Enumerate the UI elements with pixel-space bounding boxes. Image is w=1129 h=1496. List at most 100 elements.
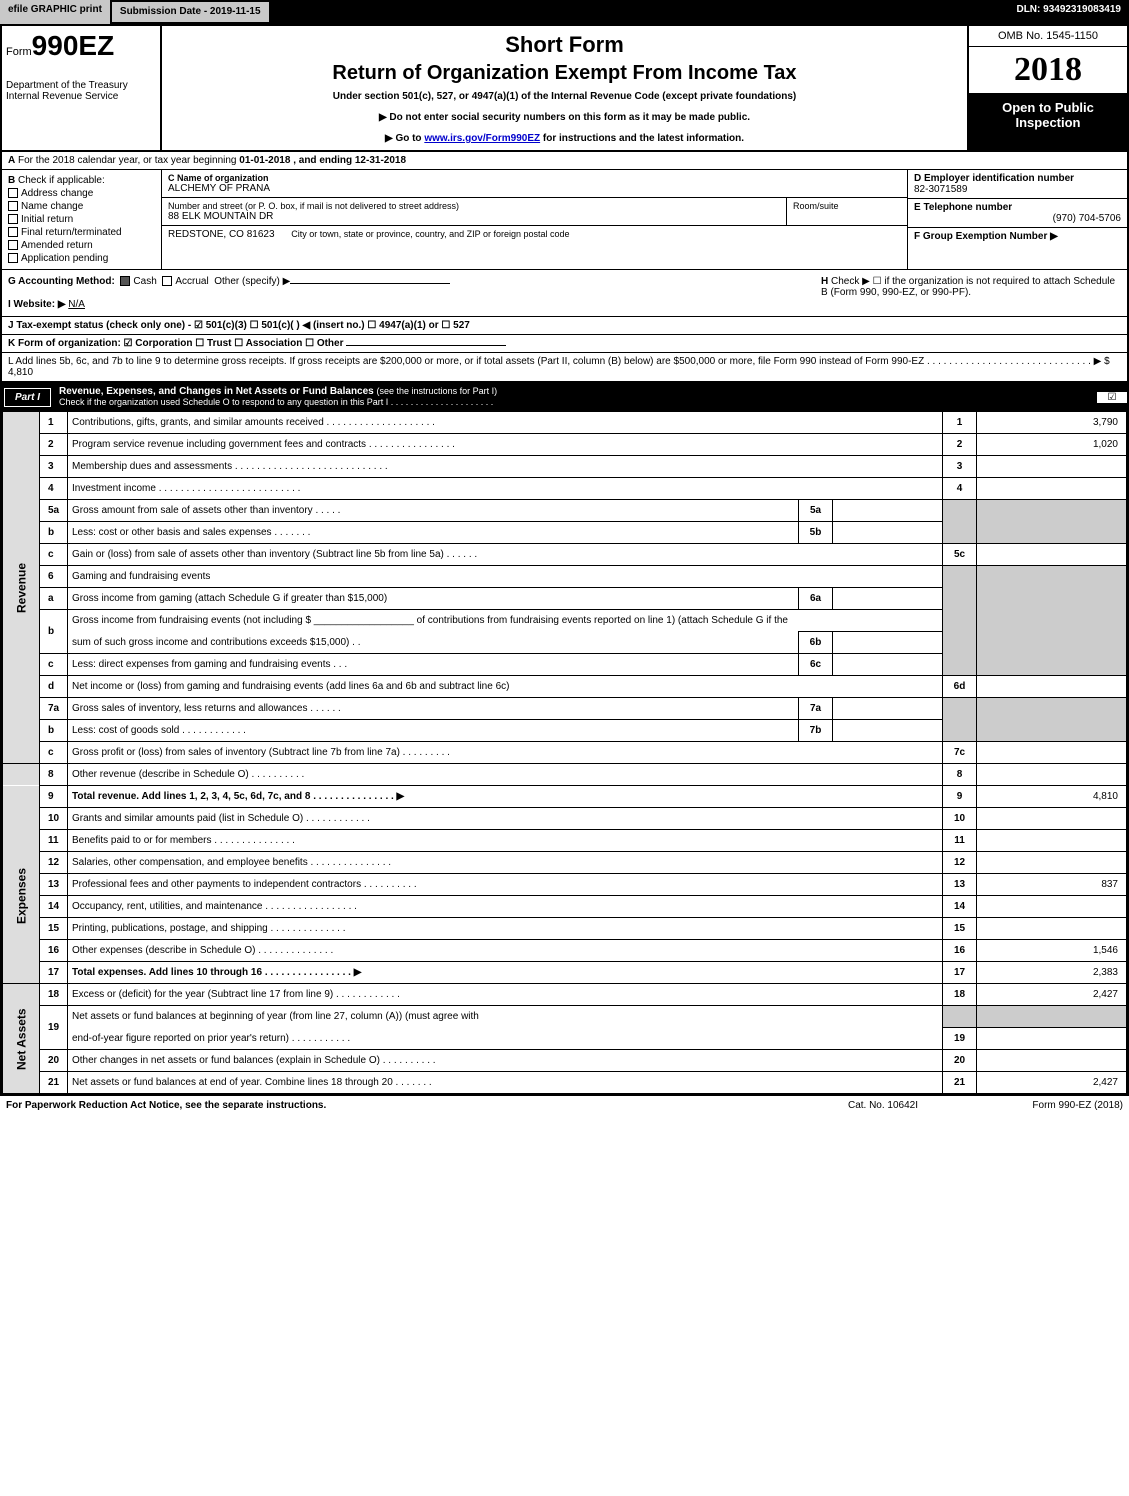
line-7c-ln: 7c — [943, 742, 977, 764]
row-gh: G Accounting Method: Cash Accrual Other … — [2, 270, 1127, 317]
phone-value: (970) 704-5706 — [914, 213, 1121, 224]
line-20-ln: 20 — [943, 1050, 977, 1072]
line-1-amt: 3,790 — [977, 412, 1127, 434]
line-1-num: 1 — [40, 412, 68, 434]
line-6c-desc: Less: direct expenses from gaming and fu… — [68, 654, 799, 676]
part1-tab: Part I — [4, 388, 51, 407]
line-9-amt: 4,810 — [977, 786, 1127, 808]
line-5ab-shade-amt — [977, 500, 1127, 544]
col-c: C Name of organization ALCHEMY OF PRANA … — [162, 170, 907, 269]
tax-year-end: 12-31-2018 — [355, 155, 406, 166]
line-2-num: 2 — [40, 434, 68, 456]
line-5b-sn: 5b — [799, 522, 833, 544]
city-label: City or town, state or province, country… — [291, 229, 569, 239]
line-8-desc: Other revenue (describe in Schedule O) .… — [68, 764, 943, 786]
line-18-desc: Excess or (deficit) for the year (Subtra… — [68, 984, 943, 1006]
line-7ab-shade — [943, 698, 977, 742]
sidelabel-revenue-cont — [3, 764, 40, 786]
header-left: Form990EZ Department of the Treasury Int… — [2, 26, 162, 150]
line-6a-num: a — [40, 588, 68, 610]
otp-line1: Open to Public — [971, 100, 1125, 115]
line-4-ln: 4 — [943, 478, 977, 500]
footer-catno: Cat. No. 10642I — [803, 1100, 963, 1111]
line-6d-amt — [977, 676, 1127, 698]
checkbox-name-change[interactable] — [8, 201, 18, 211]
line-10-desc: Grants and similar amounts paid (list in… — [68, 808, 943, 830]
goto-line: ▶ Go to www.irs.gov/Form990EZ for instru… — [166, 133, 963, 144]
goto-pre: ▶ Go to — [385, 133, 424, 144]
page-footer: For Paperwork Reduction Act Notice, see … — [0, 1096, 1129, 1115]
line-6b-num: b — [40, 610, 68, 654]
k-other-input[interactable] — [346, 345, 506, 346]
org-name: ALCHEMY OF PRANA — [168, 183, 901, 194]
room-suite-label: Room/suite — [787, 198, 907, 225]
i-website-label: I Website: ▶ — [8, 299, 66, 310]
checkbox-address-change[interactable] — [8, 188, 18, 198]
opt-initial-return: Initial return — [21, 214, 73, 225]
line-5c-amt — [977, 544, 1127, 566]
line-17-num: 17 — [40, 962, 68, 984]
checkbox-application-pending[interactable] — [8, 253, 18, 263]
checkbox-accrual[interactable] — [162, 276, 172, 286]
dln-label: DLN: 93492319083419 — [1008, 0, 1129, 24]
part1-table: Revenue 1 Contributions, gifts, grants, … — [2, 411, 1127, 1094]
line-6b-sv — [833, 632, 943, 654]
org-city: REDSTONE, CO 81623 — [168, 229, 275, 240]
line-14-num: 14 — [40, 896, 68, 918]
line-21-desc: Net assets or fund balances at end of ye… — [68, 1072, 943, 1094]
line-6d-num: d — [40, 676, 68, 698]
sidelabel-revenue-end — [3, 786, 40, 808]
line-16-ln: 16 — [943, 940, 977, 962]
line-13-num: 13 — [40, 874, 68, 896]
opt-amended-return: Amended return — [21, 240, 93, 251]
return-subtitle: Under section 501(c), 527, or 4947(a)(1)… — [166, 91, 963, 102]
line-7b-desc: Less: cost of goods sold . . . . . . . .… — [68, 720, 799, 742]
line-10-amt — [977, 808, 1127, 830]
line-11-desc: Benefits paid to or for members . . . . … — [68, 830, 943, 852]
line-15-amt — [977, 918, 1127, 940]
d-ein-label: D Employer identification number — [914, 173, 1121, 184]
line-9-desc: Total revenue. Add lines 1, 2, 3, 4, 5c,… — [68, 786, 943, 808]
line-6b-desc2: sum of such gross income and contributio… — [68, 632, 799, 654]
checkbox-cash[interactable] — [120, 276, 130, 286]
line-21-amt: 2,427 — [977, 1072, 1127, 1094]
line-7ab-shade-amt — [977, 698, 1127, 742]
line-5ab-shade — [943, 500, 977, 544]
form-header: Form990EZ Department of the Treasury Int… — [2, 26, 1127, 152]
line-16-num: 16 — [40, 940, 68, 962]
line-5a-num: 5a — [40, 500, 68, 522]
other-specify-input[interactable] — [290, 283, 450, 284]
checkbox-initial-return[interactable] — [8, 214, 18, 224]
line-12-desc: Salaries, other compensation, and employ… — [68, 852, 943, 874]
line-15-ln: 15 — [943, 918, 977, 940]
website-value: N/A — [68, 299, 85, 310]
part1-checkbox[interactable]: ☑ — [1097, 392, 1127, 403]
row-l: L Add lines 5b, 6c, and 7b to line 9 to … — [2, 353, 1127, 383]
sidelabel-revenue: Revenue — [3, 412, 40, 764]
section-bcdef: B Check if applicable: Address change Na… — [2, 170, 1127, 270]
checkbox-amended-return[interactable] — [8, 240, 18, 250]
line-11-ln: 11 — [943, 830, 977, 852]
line-1-ln: 1 — [943, 412, 977, 434]
line-6d-ln: 6d — [943, 676, 977, 698]
label-b: B — [8, 175, 15, 186]
irs-link[interactable]: www.irs.gov/Form990EZ — [424, 133, 540, 144]
goto-post: for instructions and the latest informat… — [540, 133, 744, 144]
col-b: B Check if applicable: Address change Na… — [2, 170, 162, 269]
line-7a-desc: Gross sales of inventory, less returns a… — [68, 698, 799, 720]
line-3-ln: 3 — [943, 456, 977, 478]
checkbox-final-return[interactable] — [8, 227, 18, 237]
check-applicable: Check if applicable: — [18, 175, 105, 186]
col-d: D Employer identification number 82-3071… — [907, 170, 1127, 269]
g-accounting-label: G Accounting Method: — [8, 276, 115, 287]
line-21-num: 21 — [40, 1072, 68, 1094]
line-17-amt: 2,383 — [977, 962, 1127, 984]
line-19-num: 19 — [40, 1006, 68, 1050]
line-21-ln: 21 — [943, 1072, 977, 1094]
line-19-desc: Net assets or fund balances at beginning… — [68, 1006, 943, 1028]
line-10-ln: 10 — [943, 808, 977, 830]
row-j: J Tax-exempt status (check only one) - ☑… — [2, 317, 1127, 335]
line-15-desc: Printing, publications, postage, and shi… — [68, 918, 943, 940]
line-2-desc: Program service revenue including govern… — [68, 434, 943, 456]
efile-print-button[interactable]: efile GRAPHIC print — [0, 0, 112, 24]
